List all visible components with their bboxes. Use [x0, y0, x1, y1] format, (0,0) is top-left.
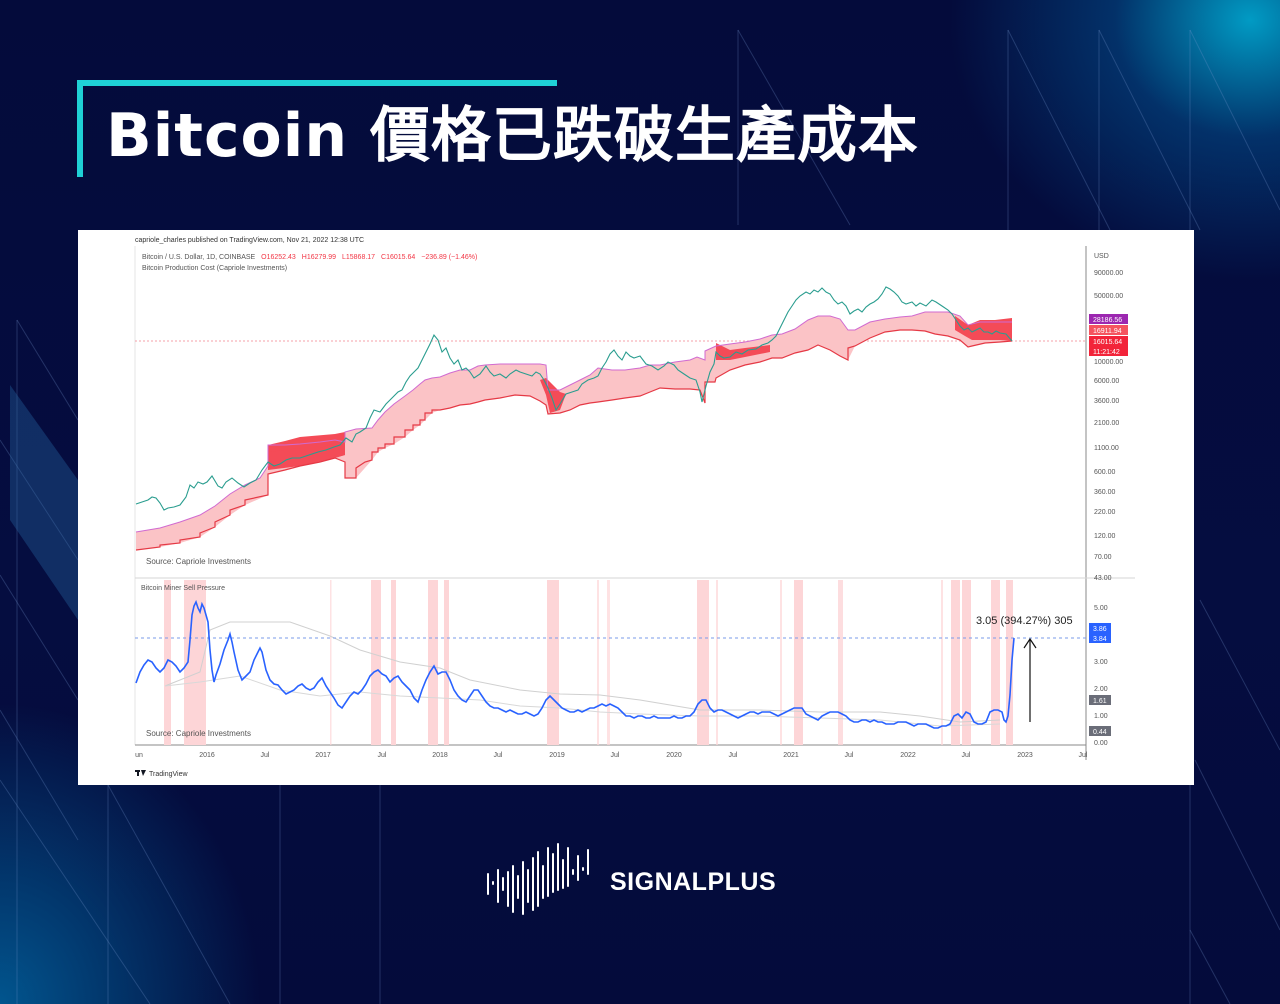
svg-text:10000.00: 10000.00 [1094, 359, 1123, 366]
ohlc-close: C16015.64 [381, 254, 415, 261]
svg-text:2016: 2016 [199, 752, 215, 759]
svg-text:1100.00: 1100.00 [1094, 445, 1119, 452]
svg-text:3.86: 3.86 [1093, 626, 1107, 633]
svg-text:Bitcoin / U.S. Dollar, 1D, COI: Bitcoin / U.S. Dollar, 1D, COINBASE O162… [142, 254, 477, 261]
lower-pane-title: Bitcoin Miner Sell Pressure [141, 585, 225, 592]
svg-text:16015.64: 16015.64 [1093, 339, 1122, 346]
svg-text:Jul: Jul [494, 752, 503, 759]
slide-title: Bitcoin 價格已跌破生產成本 [106, 101, 919, 171]
tradingview-label: TradingView [149, 771, 188, 778]
svg-text:2021: 2021 [783, 752, 799, 759]
symbol-line: Bitcoin / U.S. Dollar, 1D, COINBASE [142, 254, 256, 261]
sound-wave-logo-icon [487, 843, 589, 915]
price-axis: USD 90000.00 50000.00 10000.00 6000.00 3… [1094, 253, 1123, 582]
svg-text:Jul: Jul [729, 752, 738, 759]
svg-text:2018: 2018 [432, 752, 448, 759]
svg-text:2.00: 2.00 [1094, 686, 1108, 693]
source-label-main: Source: Capriole Investments [146, 557, 251, 566]
svg-text:3.84: 3.84 [1093, 636, 1107, 643]
lower-value-axis: 5.00 3.00 2.00 1.00 0.00 [1094, 605, 1108, 747]
title-accent-bar-vertical [77, 80, 83, 177]
tradingview-icon [135, 770, 146, 776]
svg-text:16911.94: 16911.94 [1093, 328, 1122, 335]
svg-text:70.00: 70.00 [1094, 554, 1112, 561]
indicator-label: Bitcoin Production Cost (Capriole Invest… [142, 265, 287, 272]
svg-text:USD: USD [1094, 253, 1109, 260]
svg-text:1.00: 1.00 [1094, 713, 1108, 720]
svg-text:2022: 2022 [900, 752, 916, 759]
svg-text:2100.00: 2100.00 [1094, 420, 1119, 427]
production-cost-band [135, 311, 1013, 551]
source-label-lower: Source: Capriole Investments [146, 729, 251, 738]
svg-text:Jul: Jul [962, 752, 971, 759]
svg-text:120.00: 120.00 [1094, 533, 1116, 540]
svg-text:Jul: Jul [845, 752, 854, 759]
tradingview-chart: capriole_charles published on TradingVie… [78, 230, 1194, 785]
svg-text:2023: 2023 [1017, 752, 1033, 759]
svg-text:2019: 2019 [549, 752, 565, 759]
svg-text:2020: 2020 [666, 752, 682, 759]
svg-text:600.00: 600.00 [1094, 469, 1116, 476]
title-accent-bar [77, 80, 557, 86]
tradingview-logo: TradingView [135, 770, 188, 778]
svg-text:Jul: Jul [611, 752, 620, 759]
svg-text:6000.00: 6000.00 [1094, 378, 1119, 385]
signalplus-logo: SIGNALPLUS [486, 840, 776, 924]
chart-svg: capriole_charles published on TradingVie… [134, 237, 1135, 778]
measure-annotation: 3.05 (394.27%) 305 [976, 615, 1073, 627]
svg-text:28186.56: 28186.56 [1093, 317, 1122, 324]
svg-text:3.00: 3.00 [1094, 659, 1108, 666]
time-axis: un 2016 Jul 2017 Jul 2018 Jul 2019 Jul 2… [135, 752, 1088, 759]
svg-text:Jul: Jul [1079, 752, 1088, 759]
ohlc-high: H16279.99 [302, 254, 336, 261]
svg-text:3600.00: 3600.00 [1094, 398, 1119, 405]
published-line: capriole_charles published on TradingVie… [135, 237, 364, 244]
svg-text:43.00: 43.00 [1094, 575, 1112, 582]
svg-text:90000.00: 90000.00 [1094, 270, 1123, 277]
svg-text:360.00: 360.00 [1094, 489, 1116, 496]
svg-text:2017: 2017 [315, 752, 331, 759]
svg-text:5.00: 5.00 [1094, 605, 1108, 612]
ohlc-change: −236.89 (−1.46%) [421, 254, 477, 261]
svg-text:220.00: 220.00 [1094, 509, 1116, 516]
svg-text:Jul: Jul [378, 752, 387, 759]
ohlc-open: O16252.43 [261, 254, 296, 261]
svg-text:50000.00: 50000.00 [1094, 293, 1123, 300]
price-labels: 28186.56 16911.94 16015.64 11:21:42 [1089, 314, 1128, 356]
svg-text:un: un [135, 752, 143, 759]
brand-name: SIGNALPLUS [610, 867, 777, 896]
svg-text:0.00: 0.00 [1094, 740, 1108, 747]
miner-sell-pressure-line [135, 599, 1015, 729]
lower-value-labels: 3.86 3.84 1.61 0.44 [1089, 623, 1111, 736]
svg-text:0.44: 0.44 [1093, 729, 1107, 736]
ohlc-low: L15868.17 [342, 254, 375, 261]
svg-text:11:21:42: 11:21:42 [1093, 349, 1120, 356]
svg-text:1.61: 1.61 [1093, 698, 1107, 705]
svg-text:Jul: Jul [261, 752, 270, 759]
btc-price-line [135, 286, 1013, 511]
